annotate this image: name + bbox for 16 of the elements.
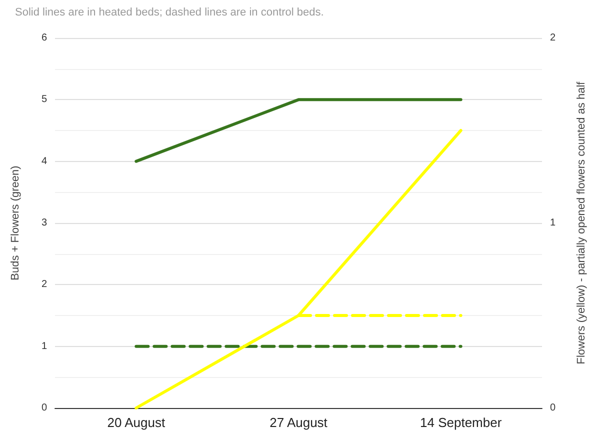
- chart-subtitle: Solid lines are in heated beds; dashed lines are in control beds.: [15, 6, 324, 18]
- y-tick-label: 3: [41, 218, 48, 228]
- y2-axis-title: Flowers (yellow) - partially opened flowers counted as half: [576, 80, 588, 364]
- y-tick-label: 5: [41, 94, 48, 106]
- y-axis-title: Buds + Flowers (green): [10, 166, 22, 280]
- y-tick-label: 0: [41, 402, 48, 414]
- x-tick-label: 27 August: [270, 415, 328, 430]
- y-tick-label: 2: [41, 279, 48, 290]
- x-tick-label: 20 August: [107, 415, 166, 430]
- y2-tick-label: 1: [550, 218, 556, 228]
- y2-tick-label: 2: [550, 32, 556, 44]
- y-tick-label: 4: [41, 156, 48, 167]
- y2-tick-label: 0: [550, 402, 556, 414]
- x-tick-label: 14 September: [420, 415, 502, 430]
- y-tick-label: 6: [41, 32, 48, 44]
- y-tick-label: 1: [41, 340, 48, 352]
